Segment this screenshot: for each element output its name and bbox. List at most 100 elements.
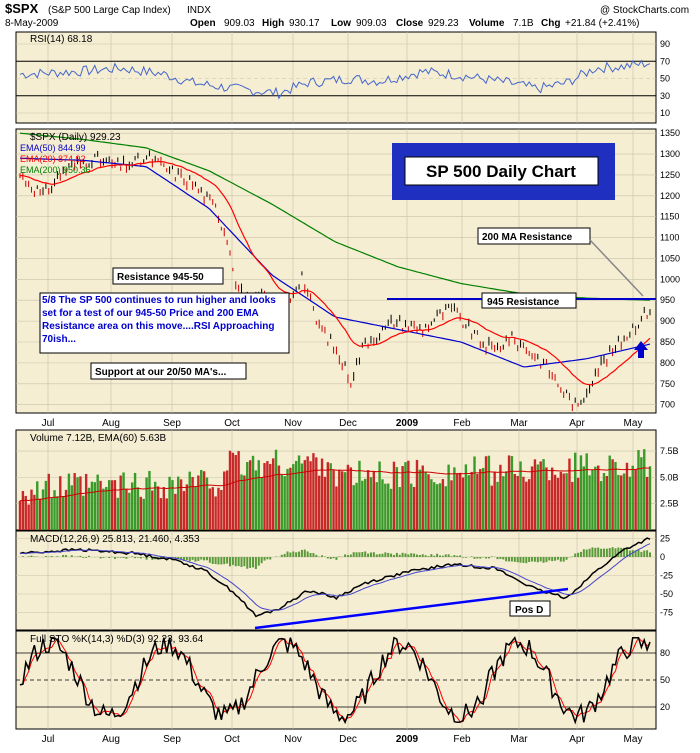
macd-histogram-bar — [269, 557, 271, 560]
rsi-y-tick-label: 90 — [660, 39, 670, 49]
macd-histogram-bar — [474, 557, 476, 559]
macd-histogram-bar — [451, 556, 453, 557]
symbol-name: (S&P 500 Large Cap Index) — [48, 5, 171, 16]
macd-histogram-bar — [344, 554, 346, 557]
macd-histogram-bar — [554, 557, 556, 561]
macd-histogram-bar — [209, 557, 211, 563]
macd-histogram-bar — [347, 555, 349, 557]
volume-bar — [56, 496, 58, 530]
macd-histogram-bar — [543, 557, 545, 563]
volume-bar — [229, 451, 231, 530]
volume-bar — [355, 483, 357, 530]
volume-bar — [387, 484, 389, 530]
price-x-tick-label: Dec — [339, 418, 357, 429]
volume-bar — [626, 463, 628, 530]
volume-bar — [249, 460, 251, 530]
macd-histogram-bar — [381, 554, 383, 557]
volume-bar — [465, 464, 467, 530]
volume-bar — [516, 476, 518, 530]
volume-bar — [528, 479, 530, 530]
macd-histogram-bar — [131, 556, 133, 557]
volume-bar — [522, 477, 524, 530]
macd-histogram-bar — [566, 557, 568, 560]
volume-bar — [462, 477, 464, 530]
volume-bar — [568, 459, 570, 530]
macd-histogram-bar — [189, 557, 191, 561]
macd-histogram-bar — [243, 557, 245, 566]
macd-histogram-bar — [327, 557, 329, 558]
volume-bar — [119, 476, 121, 530]
macd-histogram-bar — [22, 556, 24, 557]
volume-bar — [68, 474, 70, 530]
macd-histogram-bar — [258, 557, 260, 566]
macd-histogram-bar — [266, 557, 268, 559]
volume-bar — [59, 476, 61, 530]
macd-histogram-bar — [600, 549, 602, 557]
volume-bar — [439, 483, 441, 530]
volume-bar — [617, 475, 619, 530]
volume-bar — [335, 486, 337, 530]
volume-bar — [514, 474, 516, 530]
volume-bar — [445, 486, 447, 530]
volume-bar — [174, 494, 176, 530]
volume-bar — [390, 489, 392, 530]
macd-histogram-bar — [252, 557, 254, 567]
macd-histogram-bar — [485, 557, 487, 559]
volume-bar — [332, 470, 334, 530]
volume-bar — [329, 463, 331, 530]
macd-histogram-bar — [540, 557, 542, 561]
volume-bar — [597, 466, 599, 530]
volume-bar — [459, 473, 461, 530]
macd-histogram-bar — [295, 552, 297, 557]
volume-bar — [577, 478, 579, 530]
volume-bar — [344, 472, 346, 530]
bottom-x-tick-label: Oct — [224, 734, 240, 745]
bottom-x-tick-label: Mar — [510, 734, 528, 745]
volume-bar — [505, 471, 507, 530]
bottom-x-tick-label: Sep — [163, 734, 181, 745]
volume-bar — [634, 469, 636, 530]
macd-histogram-bar — [591, 547, 593, 557]
volume-bar — [260, 477, 262, 530]
bottom-x-tick-label: Jul — [42, 734, 55, 745]
volume-bar — [491, 486, 493, 530]
macd-histogram-bar — [200, 557, 202, 560]
macd-histogram-bar — [396, 553, 398, 557]
macd-histogram-bar — [88, 556, 90, 557]
volume-bar — [137, 487, 139, 530]
volume-bar — [315, 457, 317, 530]
volume-bar — [214, 496, 216, 530]
volume-bar — [537, 464, 539, 530]
rsi-y-tick-label: 10 — [660, 108, 670, 118]
macd-histogram-bar — [281, 555, 283, 557]
volume-bar — [39, 499, 41, 530]
volume-bar — [252, 456, 254, 530]
price-y-tick-label: 1200 — [660, 191, 680, 201]
volume-y-tick-label: 5.0B — [660, 472, 679, 482]
macd-histogram-bar — [427, 556, 429, 557]
volume-bar — [321, 459, 323, 530]
macd-histogram-bar — [71, 555, 73, 557]
macd-histogram-bar — [548, 557, 550, 560]
macd-y-tick-label: 0 — [660, 552, 665, 562]
volume-bar — [76, 477, 78, 530]
volume-bar — [22, 491, 24, 530]
macd-histogram-bar — [140, 557, 142, 559]
volume-bar — [442, 479, 444, 530]
macd-histogram-bar — [134, 557, 136, 558]
volume-bar — [275, 450, 277, 530]
rsi-background — [16, 32, 656, 123]
macd-histogram-bar — [476, 557, 478, 559]
macd-y-tick-label: -50 — [660, 589, 673, 599]
rsi-label: RSI(14) 68.18 — [30, 34, 93, 45]
macd-histogram-bar — [574, 554, 576, 557]
volume-bar — [114, 480, 116, 530]
macd-histogram-bar — [551, 557, 553, 561]
macd-histogram-bar — [261, 557, 263, 563]
volume-bar — [571, 482, 573, 530]
macd-histogram-bar — [560, 557, 562, 562]
volume-bar — [427, 474, 429, 530]
volume-bar — [542, 459, 544, 530]
macd-histogram-bar — [606, 549, 608, 557]
volume-bar — [212, 487, 214, 530]
